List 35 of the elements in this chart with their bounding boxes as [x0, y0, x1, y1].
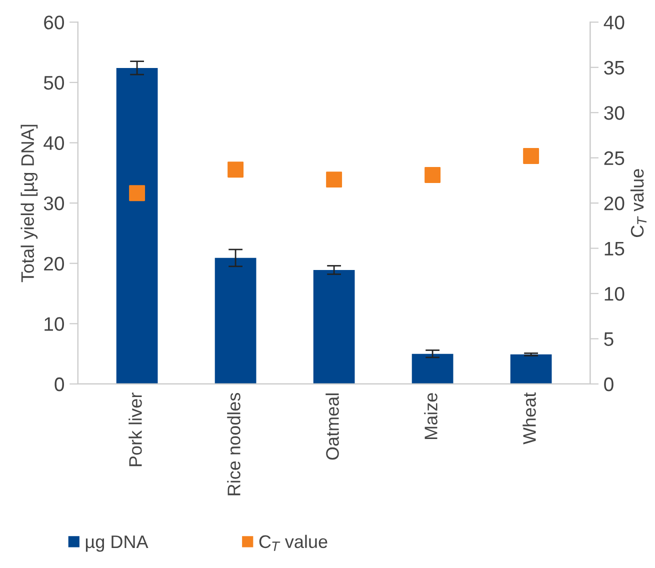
y2-tick-label: 10	[604, 286, 624, 301]
y2-tick-label: 30	[604, 106, 624, 120]
bar	[510, 354, 552, 384]
point	[326, 172, 342, 188]
legend-label: C$_{T}$ value	[259, 534, 328, 551]
point	[523, 148, 540, 164]
x-tick-label: Rice noodles	[227, 392, 240, 496]
bar	[313, 270, 355, 384]
y2-tick-label: 25	[604, 151, 624, 166]
y2-tick-label: 15	[604, 242, 624, 256]
x-tick-label: Maize	[424, 393, 438, 439]
bar	[214, 258, 256, 384]
x-tick-label: Pork liver	[128, 392, 142, 466]
legend-label: µg DNA	[86, 536, 148, 552]
y-axis-title: Total yield [µg DNA]	[20, 124, 38, 282]
x-tick-label: Oatmeal	[326, 394, 339, 460]
y2-tick-label: 20	[604, 196, 624, 210]
y2-axis-title: C$_{T}$ value	[630, 169, 646, 237]
point	[424, 167, 441, 183]
y2-tick-label: 35	[604, 60, 624, 75]
y2-tick-label: 0	[604, 377, 614, 392]
y-tick-label: 40	[44, 136, 64, 150]
x-tick-label: Wheat	[522, 392, 536, 444]
point	[228, 162, 244, 178]
y-tick-label: 30	[44, 196, 64, 210]
y-tick-label: 0	[54, 377, 64, 392]
y-tick-label: 50	[44, 76, 64, 90]
y-tick-label: 10	[44, 317, 64, 331]
bar	[116, 68, 158, 384]
y2-tick-label: 5	[604, 332, 614, 346]
point	[129, 185, 146, 202]
y-tick-label: 60	[44, 16, 64, 30]
bar	[412, 354, 454, 384]
y-tick-label: 20	[44, 256, 64, 271]
y2-tick-label: 40	[604, 16, 624, 30]
